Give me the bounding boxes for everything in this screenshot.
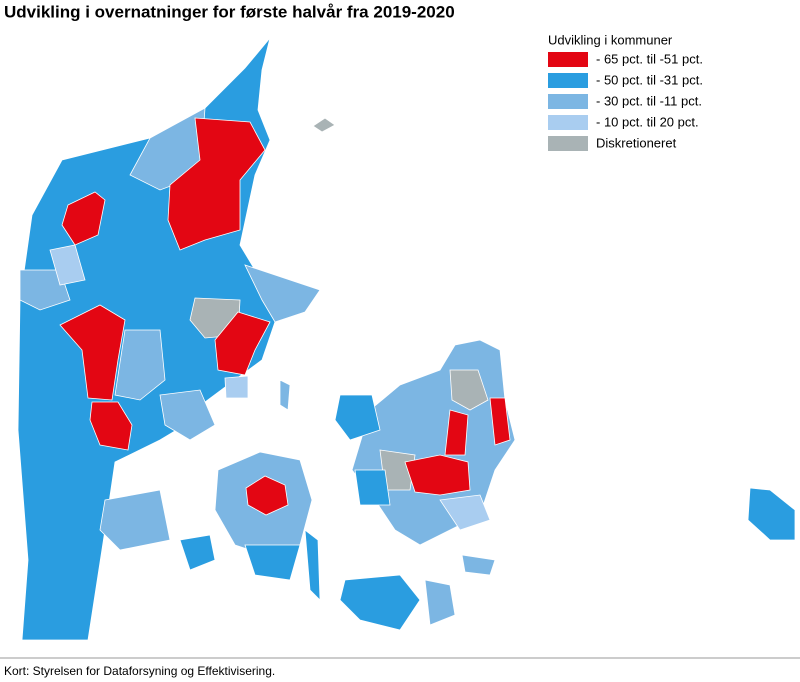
als <box>179 534 216 571</box>
moen <box>461 554 496 576</box>
langeland <box>304 529 321 601</box>
samsoe <box>279 379 291 411</box>
randers-area <box>214 311 271 376</box>
aarhus-area <box>224 375 249 399</box>
salling-area <box>49 244 86 286</box>
falster <box>424 579 456 626</box>
denmark-map <box>17 37 796 641</box>
zealand <box>351 339 516 546</box>
stevns-area <box>439 494 491 531</box>
legend-swatch <box>548 94 588 109</box>
legend-label: - 30 pct. til -11 pct. <box>596 93 702 108</box>
legend-label: Diskretioneret <box>596 135 677 150</box>
legend: - 65 pct. til -51 pct. - 50 pct. til -31 … <box>548 51 703 151</box>
svendborg-area <box>244 544 301 581</box>
legend-swatch <box>548 52 588 67</box>
djursland <box>244 264 321 323</box>
aalborg-area <box>167 117 266 251</box>
legend-label: - 65 pct. til -51 pct. <box>596 51 703 66</box>
anholt <box>312 117 336 133</box>
south-jutland <box>99 489 171 551</box>
kalundborg-area <box>334 394 381 441</box>
legend-title: Udvikling i kommuner <box>548 32 673 47</box>
legend-swatch <box>548 73 588 88</box>
herning-area <box>59 304 126 401</box>
thy-area <box>61 191 106 246</box>
west-area <box>19 269 71 311</box>
lolland <box>339 574 421 631</box>
legend-swatch <box>548 136 588 151</box>
billund-area <box>89 401 133 451</box>
north-zealand-gray <box>449 369 489 411</box>
map-title: Udvikling i overnatninger for første hal… <box>4 2 455 21</box>
source: Kort: Styrelsen for Dataforsyning og Eff… <box>4 664 275 678</box>
legend-label: - 50 pct. til -31 pct. <box>596 72 703 87</box>
bornholm <box>747 487 796 541</box>
legend-label: - 10 pct. til 20 pct. <box>596 114 699 129</box>
legend-swatch <box>548 115 588 130</box>
ringsted-area <box>404 454 471 496</box>
naestved-area <box>354 469 391 506</box>
copenhagen <box>489 397 511 446</box>
vejle-area <box>159 389 216 441</box>
odense <box>245 475 289 516</box>
roskilde-area <box>444 409 469 456</box>
silkeborg-area <box>114 329 166 401</box>
